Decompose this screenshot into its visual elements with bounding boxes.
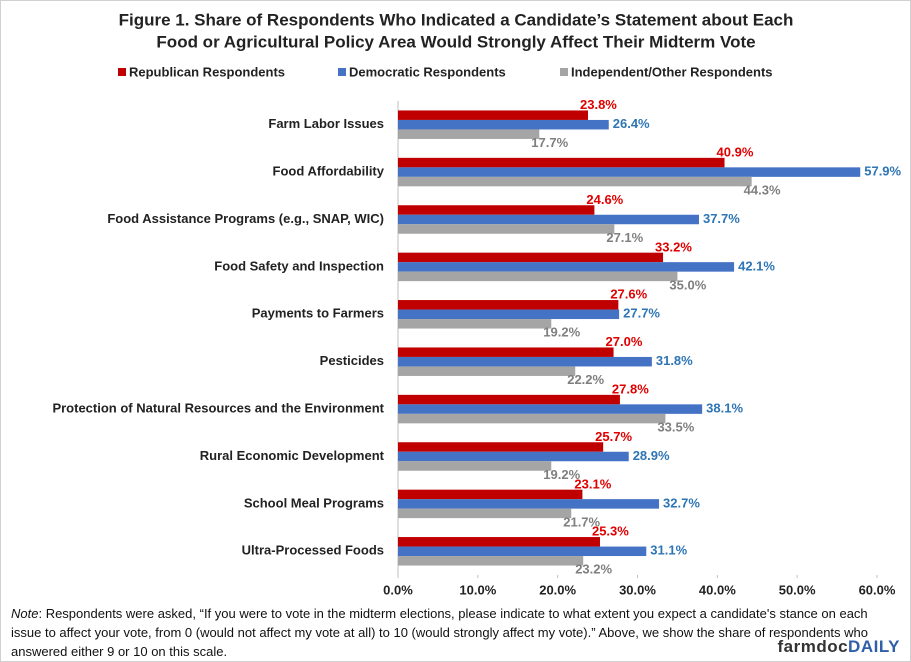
bar — [398, 489, 583, 500]
x-tick-label: 30.0% — [619, 582, 656, 597]
bar — [398, 262, 735, 272]
value-label: 40.9% — [717, 145, 754, 160]
x-tick-label: 0.0% — [383, 582, 413, 597]
value-label: 35.0% — [669, 277, 706, 292]
value-label: 25.3% — [592, 524, 629, 539]
category-label: School Meal Programs — [244, 495, 384, 510]
value-label: 38.1% — [706, 401, 743, 416]
bar — [398, 157, 725, 168]
chart-title: Figure 1. Share of Respondents Who Indic… — [119, 10, 794, 29]
bar — [398, 356, 652, 367]
note: Note: Respondents were asked, “If you we… — [11, 604, 901, 661]
value-label: 32.7% — [663, 495, 700, 510]
bar — [398, 546, 647, 557]
value-label: 19.2% — [543, 467, 580, 482]
x-tick-label: 20.0% — [539, 582, 576, 597]
value-label: 27.0% — [606, 334, 643, 349]
value-label: 57.9% — [864, 164, 901, 179]
bar — [398, 366, 576, 376]
value-label: 31.1% — [650, 543, 687, 558]
bar — [398, 119, 609, 130]
legend-swatch — [338, 68, 346, 76]
bar — [398, 224, 615, 234]
bar — [398, 451, 629, 462]
category-label: Food Assistance Programs (e.g., SNAP, WI… — [107, 211, 384, 226]
value-label: 27.7% — [623, 306, 660, 321]
bar — [398, 176, 752, 187]
category-label: Ultra-Processed Foods — [242, 543, 384, 558]
value-label: 37.7% — [703, 211, 740, 226]
legend-swatch — [560, 68, 568, 76]
bar — [398, 252, 664, 263]
category-label: Protection of Natural Resources and the … — [52, 401, 384, 416]
bar — [398, 319, 552, 329]
bar — [398, 129, 540, 139]
value-label: 31.8% — [656, 353, 693, 368]
bar — [398, 110, 589, 120]
value-label: 28.9% — [633, 448, 670, 463]
value-label: 26.4% — [613, 116, 650, 131]
value-label: 19.2% — [543, 325, 580, 340]
category-label: Food Safety and Inspection — [214, 258, 384, 273]
legend-label: Democratic Respondents — [349, 64, 506, 79]
bar — [398, 300, 619, 310]
bar — [398, 271, 678, 282]
category-label: Rural Economic Development — [200, 448, 385, 463]
bar — [398, 413, 666, 424]
note-label: Note — [11, 606, 39, 621]
bar — [398, 347, 614, 357]
value-label: 27.6% — [610, 287, 647, 302]
bar — [398, 167, 861, 177]
x-tick-label: 50.0% — [779, 582, 816, 597]
legend-swatch — [118, 68, 126, 76]
bar — [398, 205, 595, 215]
value-label: 23.2% — [575, 562, 612, 577]
x-tick-label: 60.0% — [859, 582, 896, 597]
bar — [398, 394, 620, 405]
bar — [398, 461, 552, 471]
bar — [398, 442, 604, 452]
value-label: 17.7% — [531, 135, 568, 150]
bar — [398, 499, 660, 509]
chart: Figure 1. Share of Respondents Who Indic… — [52, 10, 901, 597]
value-label: 23.8% — [580, 97, 617, 112]
value-label: 23.1% — [574, 476, 611, 491]
value-label: 22.2% — [567, 372, 604, 387]
bar — [398, 537, 600, 547]
bar — [398, 556, 584, 566]
value-label: 25.7% — [595, 429, 632, 444]
category-label: Payments to Farmers — [252, 306, 384, 321]
value-label: 44.3% — [744, 183, 781, 198]
category-label: Food Affordability — [273, 164, 385, 179]
brand: farmdocDAILY — [777, 637, 900, 657]
x-tick-label: 40.0% — [699, 582, 736, 597]
value-label: 27.1% — [606, 230, 643, 245]
value-label: 24.6% — [586, 192, 623, 207]
bar — [398, 309, 620, 320]
brand-part: DAILY — [848, 637, 900, 656]
value-label: 27.8% — [612, 382, 649, 397]
value-label: 42.1% — [738, 258, 775, 273]
value-label: 21.7% — [563, 514, 600, 529]
value-label: 33.5% — [657, 420, 694, 435]
bar — [398, 508, 572, 519]
value-label: 33.2% — [655, 239, 692, 254]
bar — [398, 214, 699, 225]
brand-part: farmdoc — [777, 637, 849, 656]
category-label: Pesticides — [320, 353, 384, 368]
legend-label: Republican Respondents — [129, 64, 285, 79]
x-tick-label: 10.0% — [459, 582, 496, 597]
bar — [398, 404, 703, 414]
note-text: : Respondents were asked, “If you were t… — [11, 606, 868, 659]
chart-title: Food or Agricultural Policy Area Would S… — [156, 32, 755, 51]
category-label: Farm Labor Issues — [268, 116, 384, 131]
legend-label: Independent/Other Respondents — [571, 64, 773, 79]
